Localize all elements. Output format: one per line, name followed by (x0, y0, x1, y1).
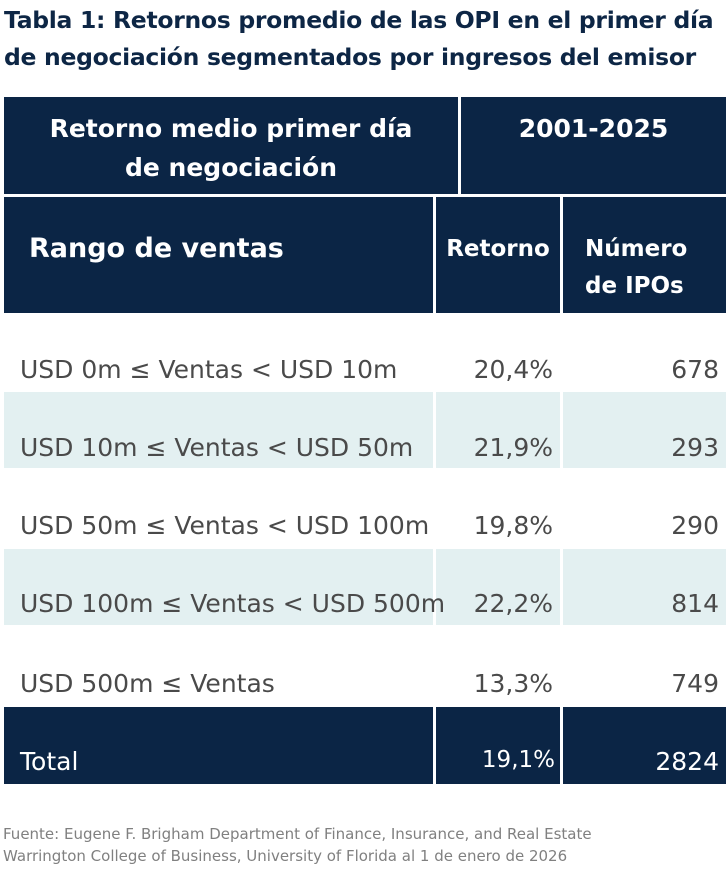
column-header-count-line1: Número (585, 236, 688, 262)
column-header-range: Rango de ventas (29, 233, 284, 264)
header-top-right-cell: 2001-2025 (461, 97, 726, 194)
row-range: USD 10m ≤ Ventas < USD 50m (20, 433, 414, 462)
row-stripe-4 (4, 549, 433, 625)
row-return: 22,2% (473, 589, 553, 618)
column-header-return: Retorno (446, 236, 550, 262)
row-count: 749 (671, 669, 719, 698)
header-top-left-cell: Retorno medio primer día de negociación (4, 97, 458, 194)
header-top-left-line2: de negociación (125, 153, 337, 182)
row-stripe-4-return (436, 549, 560, 625)
column-header-count-cell: Número de IPOs (563, 197, 726, 313)
row-stripe-2-return (436, 392, 560, 468)
row-count: 293 (671, 433, 719, 462)
table-title-line2: de negociación segmentados por ingresos … (4, 43, 696, 71)
row-count: 814 (671, 589, 719, 618)
row-return: 20,4% (473, 355, 553, 384)
row-stripe-2 (4, 392, 433, 468)
source-note: Fuente: Eugene F. Brigham Department of … (3, 823, 592, 867)
header-top-left-line1: Retorno medio primer día (49, 114, 413, 143)
table-title: Tabla 1: Retornos promedio de las OPI en… (4, 2, 726, 76)
total-count: 2824 (655, 747, 719, 776)
row-count: 290 (671, 511, 719, 540)
source-line1: Fuente: Eugene F. Brigham Department of … (3, 825, 592, 843)
column-header-count-line2: de IPOs (585, 273, 684, 299)
row-range: USD 50m ≤ Ventas < USD 100m (20, 511, 430, 540)
row-count: 678 (671, 355, 719, 384)
row-range: USD 0m ≤ Ventas < USD 10m (20, 355, 398, 384)
total-count-cell: 2824 (563, 707, 726, 784)
column-header-range-cell: Rango de ventas (4, 197, 433, 313)
column-header-return-cell: Retorno (436, 197, 560, 313)
row-stripe-4-count (563, 549, 726, 625)
row-stripe-2-count (563, 392, 726, 468)
source-line2: Warrington College of Business, Universi… (3, 847, 568, 865)
total-label-cell: Total (4, 707, 433, 784)
row-return: 13,3% (473, 669, 553, 698)
total-return: 19,1% (481, 747, 555, 773)
table-title-line1: Tabla 1: Retornos promedio de las OPI en… (4, 6, 714, 34)
row-return: 19,8% (473, 511, 553, 540)
total-return-cell: 19,1% (436, 707, 560, 784)
row-range: USD 500m ≤ Ventas (20, 669, 275, 698)
header-top-period: 2001-2025 (518, 114, 669, 143)
row-return: 21,9% (473, 433, 553, 462)
total-label: Total (20, 747, 79, 776)
row-range: USD 100m ≤ Ventas < USD 500m (20, 589, 446, 618)
